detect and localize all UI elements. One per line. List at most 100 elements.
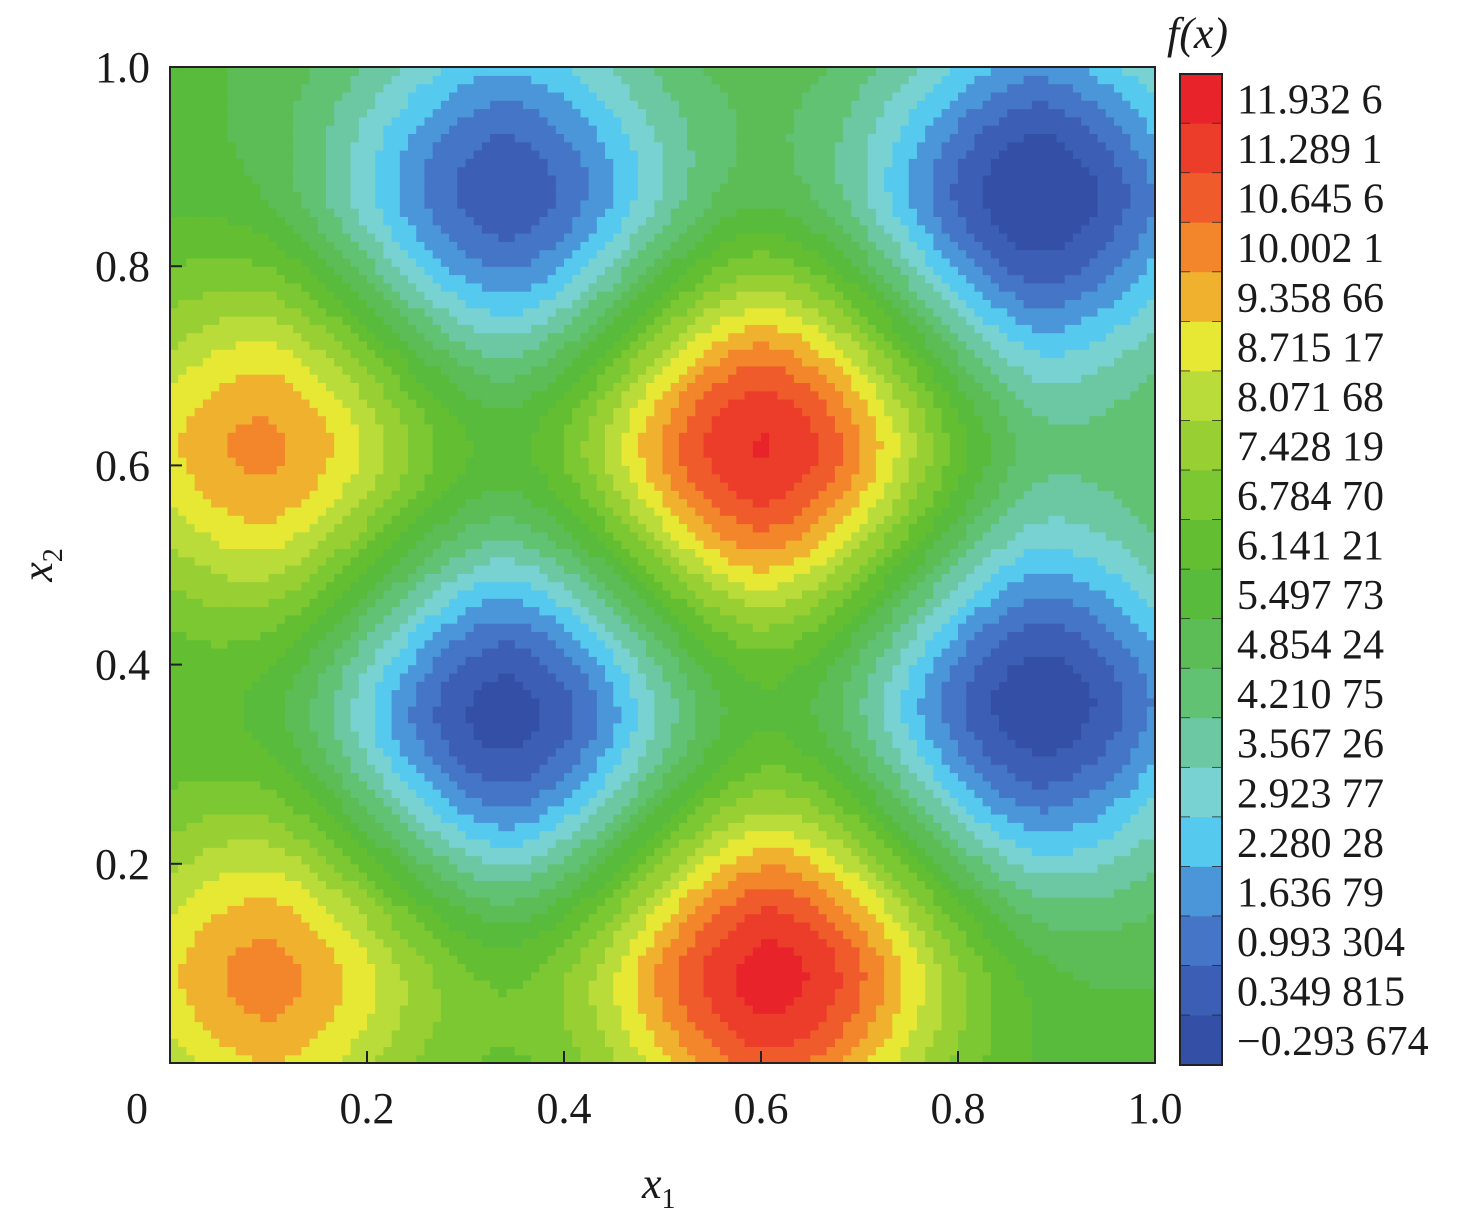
heatmap-cell	[490, 1013, 499, 1023]
heatmap-cell	[325, 805, 335, 815]
heatmap-cell	[949, 872, 959, 881]
heatmap-cell	[941, 930, 951, 940]
heatmap-cell	[752, 1004, 762, 1014]
heatmap-cell	[564, 955, 573, 964]
heatmap-cell	[416, 980, 426, 989]
heatmap-cell	[506, 797, 516, 807]
heatmap-cell	[941, 805, 951, 815]
heatmap-cell	[555, 755, 565, 765]
heatmap-cell	[1023, 731, 1033, 740]
heatmap-cell	[752, 714, 762, 724]
heatmap-cell	[465, 888, 475, 898]
heatmap-cell	[966, 780, 976, 790]
heatmap-cell	[1040, 996, 1049, 1006]
heatmap-cell	[867, 988, 877, 998]
heatmap-cell	[1023, 739, 1033, 749]
heatmap-cell	[1113, 739, 1123, 749]
heatmap-cell	[186, 946, 196, 956]
heatmap-cell	[1048, 971, 1058, 981]
heatmap-cell	[465, 722, 475, 732]
heatmap-cell	[621, 805, 631, 815]
heatmap-cell	[1097, 913, 1107, 923]
heatmap-cell	[235, 747, 245, 757]
heatmap-cell	[859, 913, 869, 923]
heatmap-cell	[473, 1029, 483, 1039]
heatmap-cell	[1105, 838, 1115, 848]
heatmap-cell	[793, 921, 803, 931]
heatmap-cell	[342, 714, 352, 724]
heatmap-cell	[719, 830, 729, 840]
heatmap-cell	[884, 847, 893, 857]
heatmap-cell	[325, 888, 335, 898]
heatmap-cell	[490, 714, 499, 724]
heatmap-cell	[342, 855, 352, 865]
heatmap-cell	[1048, 789, 1058, 798]
heatmap-cell	[826, 1021, 836, 1031]
heatmap-cell	[227, 1004, 237, 1014]
heatmap-cell	[276, 913, 286, 923]
heatmap-cell	[629, 1038, 639, 1047]
heatmap-cell	[325, 814, 335, 823]
heatmap-cell	[284, 1021, 294, 1031]
heatmap-cell	[440, 905, 450, 915]
heatmap-cell	[350, 739, 360, 749]
heatmap-cell	[974, 1046, 984, 1056]
heatmap-cell	[391, 814, 401, 823]
heatmap-cell	[211, 830, 220, 840]
heatmap-cell	[1072, 946, 1082, 956]
heatmap-cell	[892, 1038, 902, 1047]
heatmap-cell	[260, 863, 270, 873]
heatmap-cell	[350, 830, 360, 840]
heatmap-cell	[202, 722, 212, 732]
heatmap-cell	[769, 971, 779, 981]
heatmap-cell	[1105, 722, 1115, 732]
heatmap-cell	[564, 822, 573, 832]
heatmap-cell	[522, 921, 532, 931]
heatmap-cell	[457, 847, 467, 857]
heatmap-cell	[498, 780, 508, 790]
heatmap-cell	[662, 930, 672, 940]
heatmap-cell	[637, 1013, 647, 1023]
heatmap-cell	[301, 913, 311, 923]
heatmap-cell	[325, 913, 335, 923]
heatmap-cell	[1072, 930, 1082, 940]
heatmap-cell	[752, 988, 762, 998]
heatmap-cell	[843, 938, 852, 948]
heatmap-cell	[309, 830, 319, 840]
heatmap-cell	[465, 731, 475, 740]
heatmap-cell	[1015, 739, 1025, 749]
heatmap-cell	[621, 731, 631, 740]
heatmap-cell	[793, 1004, 803, 1014]
heatmap-cell	[1056, 731, 1066, 740]
heatmap-cell	[1105, 1004, 1115, 1014]
heatmap-cell	[834, 789, 844, 798]
heatmap-cell	[941, 822, 951, 832]
heatmap-cell	[309, 855, 319, 865]
heatmap-cell	[851, 938, 861, 948]
heatmap-cell	[999, 872, 1008, 881]
heatmap-cell	[769, 814, 779, 823]
heatmap-cell	[670, 1013, 680, 1023]
heatmap-cell	[1015, 847, 1025, 857]
heatmap-cell	[826, 955, 836, 964]
heatmap-cell	[1040, 921, 1049, 931]
heatmap-cell	[999, 905, 1008, 915]
heatmap-cell	[211, 921, 220, 931]
heatmap-cell	[596, 963, 606, 973]
heatmap-cell	[802, 847, 811, 857]
heatmap-cell	[834, 1029, 844, 1039]
heatmap-cell	[186, 980, 196, 989]
heatmap-cell	[769, 980, 779, 989]
heatmap-cell	[1007, 1004, 1017, 1014]
heatmap-cell	[884, 1029, 893, 1039]
heatmap-cell	[506, 838, 516, 848]
heatmap-cell	[892, 872, 902, 881]
heatmap-cell	[219, 747, 229, 757]
heatmap-cell	[367, 1021, 376, 1031]
heatmap-cell	[268, 838, 278, 848]
heatmap-cell	[276, 1046, 286, 1056]
heatmap-cell	[424, 1046, 434, 1056]
heatmap-cell	[777, 913, 787, 923]
heatmap-cell	[424, 855, 434, 865]
heatmap-cell	[744, 855, 754, 865]
